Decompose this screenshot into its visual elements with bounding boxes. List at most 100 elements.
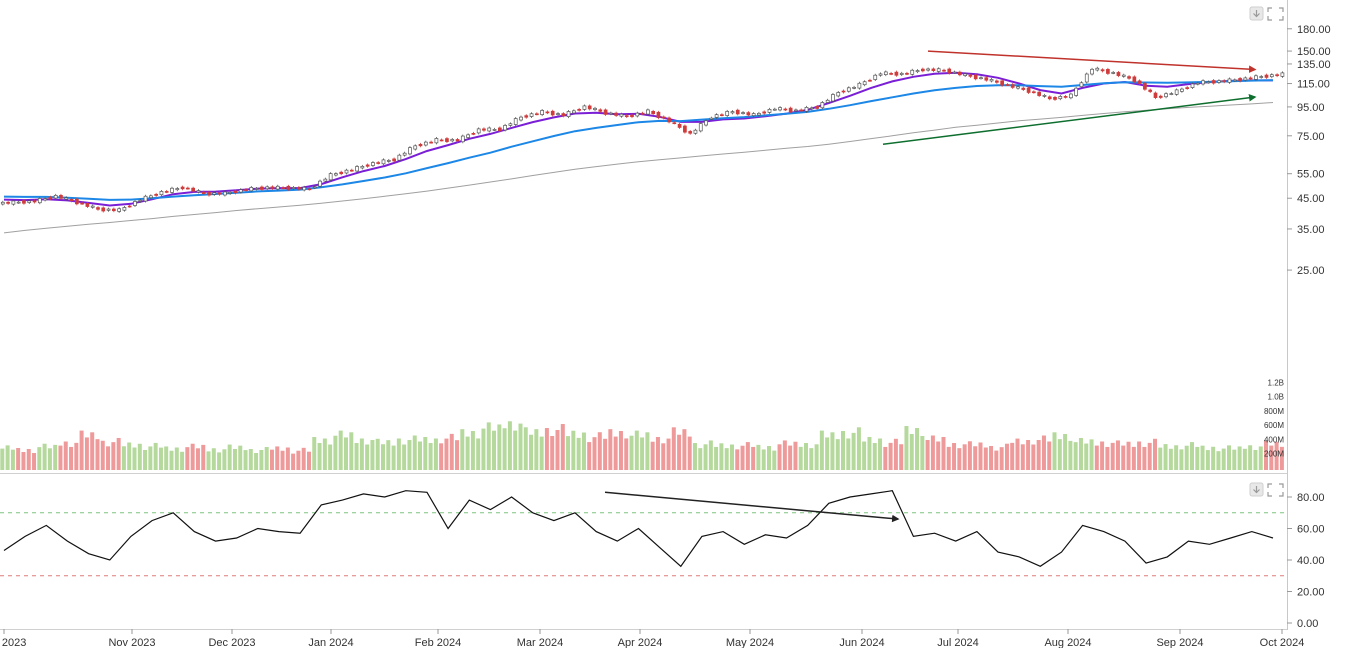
volume-bar (830, 432, 835, 470)
rsi-divergence-arrow (604, 491, 900, 523)
candle-body (328, 173, 333, 181)
expand-icon[interactable] (1267, 7, 1284, 21)
volume-bar (42, 443, 47, 470)
candle-body (815, 106, 819, 109)
candle-body (233, 190, 238, 194)
candle-body (37, 198, 42, 204)
volume-bar (587, 442, 592, 470)
candle-body (994, 80, 999, 83)
volume-bar (957, 448, 962, 470)
volume-bar (650, 441, 655, 470)
volume-bar (232, 448, 237, 470)
candle-body (905, 72, 909, 75)
volume-bar (523, 427, 528, 470)
volume-bar (90, 432, 95, 470)
volume-bar (106, 446, 111, 470)
candle-body (1021, 87, 1026, 90)
volume-bar (349, 432, 354, 470)
candle-body (1254, 75, 1258, 80)
candle-body (1164, 93, 1168, 98)
candle-body (312, 186, 317, 189)
volume-bar (618, 431, 623, 470)
volume-bar (137, 443, 142, 470)
volume-bar (513, 430, 518, 470)
candle-body (1132, 76, 1137, 82)
candle-body (820, 102, 825, 109)
candle-body (857, 82, 862, 89)
price-tick-label: 115.00 (1297, 79, 1330, 91)
volume-bar (195, 448, 200, 470)
candle-body (286, 185, 291, 190)
candle-body (80, 202, 84, 205)
candle-body (672, 122, 677, 125)
volume-bar (1168, 448, 1173, 470)
volume-bar (640, 437, 645, 470)
volume-bar (79, 430, 84, 470)
volume-bar (724, 448, 729, 470)
candle-body (482, 128, 486, 131)
price-tick-label: 55.00 (1297, 169, 1325, 181)
volume-bar (185, 447, 190, 470)
volume-bar (455, 440, 460, 470)
volume-bar (1073, 442, 1078, 470)
volume-bar (1184, 445, 1189, 470)
candle-body (1232, 79, 1237, 82)
volume-bar (1131, 446, 1136, 470)
candle-body (661, 116, 666, 119)
volume-bar (798, 446, 803, 470)
candle-body (534, 113, 539, 116)
candle-body (455, 139, 460, 142)
candle-body (952, 71, 957, 74)
volume-bar (296, 450, 301, 470)
candle-body (873, 74, 878, 80)
candle-body (757, 112, 761, 116)
volume-bar (851, 432, 856, 470)
volume-bar (862, 441, 867, 470)
candle-body (265, 186, 270, 190)
volume-bar (613, 436, 618, 470)
volume-bar (677, 434, 682, 470)
candle-body (96, 207, 100, 210)
candle-body (1153, 92, 1158, 98)
volume-bar (629, 435, 634, 470)
volume-bar (370, 440, 375, 470)
candle-body (149, 195, 153, 199)
candle-body (334, 173, 338, 176)
candle-body (201, 191, 206, 195)
candle-body (397, 154, 402, 161)
candle-body (624, 115, 629, 117)
candle-body (1016, 86, 1020, 89)
volume-bar (936, 441, 941, 470)
volume-bar (16, 448, 21, 470)
volume-tick-label: 400M (1264, 435, 1284, 444)
candle-body (1206, 81, 1211, 84)
candle-body (1227, 78, 1232, 83)
volume-bar (682, 429, 687, 470)
volume-tick-label: 1.0B (1268, 393, 1284, 402)
candle-body (1201, 80, 1205, 85)
volume-bar (1195, 446, 1200, 470)
price-tick-label: 150.00 (1297, 46, 1331, 58)
candle-body (59, 194, 63, 199)
candle-body (1005, 84, 1010, 86)
volume-bar (407, 440, 412, 470)
volume-bar (925, 440, 930, 470)
rsi-expand-icon[interactable] (1267, 483, 1284, 497)
volume-bar (100, 440, 105, 470)
volume-bar (592, 437, 597, 470)
candle-body (1148, 89, 1153, 92)
volume-bar (1020, 444, 1025, 470)
volume-bar (952, 443, 957, 470)
candle-body (1116, 72, 1121, 76)
volume-bar (735, 449, 740, 470)
rsi-pane-controls (1249, 482, 1284, 497)
candle-body (191, 187, 195, 192)
volume-bar (872, 443, 877, 470)
volume-bar (386, 440, 391, 470)
rsi-pane (0, 490, 1287, 577)
candle-body (460, 135, 465, 143)
rsi-tick-label: 80.00 (1297, 492, 1325, 504)
x-tick-label: Jul 2024 (937, 637, 979, 648)
volume-bar (1274, 441, 1279, 470)
candle-body (297, 187, 301, 190)
